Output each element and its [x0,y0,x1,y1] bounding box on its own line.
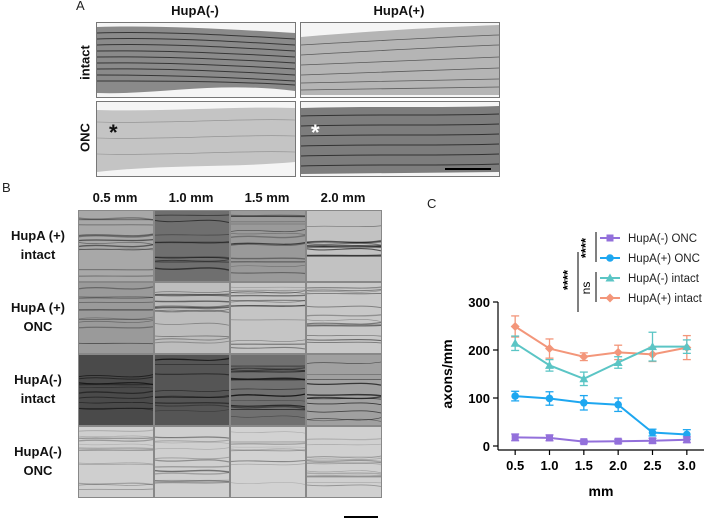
y-tick-label: 300 [468,295,490,310]
panel-c-label: C [427,196,437,211]
x-tick-label: 2.0 [609,458,627,473]
micrograph-hupa-plus-onc: * [300,101,500,177]
data-point [579,374,589,383]
data-point [546,434,553,442]
row-line-2: intact [20,391,56,406]
micrograph-tile [230,210,306,282]
y-tick-label: 200 [468,343,490,358]
micrograph-tile [306,210,382,282]
micrograph-tile [78,354,154,426]
legend-entry: HupA(-) intact [628,273,700,285]
panel-b-col-1-5: 1.5 mm [244,190,290,205]
micrograph-tile [154,354,230,426]
data-point [545,394,554,403]
micrograph-hupa-minus-intact [96,22,296,98]
panel-b-row-hupa-plus-intact: HupA (+) intact [0,226,76,264]
row-line-2: intact [20,247,56,262]
data-point [648,428,657,437]
micrograph-tile [154,426,230,498]
legend-entry: HupA(-) ONC [628,233,697,245]
data-point [579,352,589,362]
x-tick-label: 3.0 [678,458,696,473]
data-point [511,392,519,400]
legend-marker [606,254,614,262]
series-line [515,436,687,443]
significance-ns: ns [579,282,593,295]
micrograph-tile [306,354,382,426]
panel-b-col-0-5: 0.5 mm [92,190,138,205]
legend-marker [605,293,615,303]
data-point [511,433,519,441]
micrograph-tile [154,210,230,282]
axons-per-mm-line-chart: 0 100 200 300 0.5 1.0 1.5 2.0 2.5 3.0 axons/mm mm Hu… [439,232,704,499]
data-point [580,438,588,446]
panel-a-col-hupa-minus: HupA(-) [171,3,219,18]
panel-a-label: A [76,0,85,13]
row-line-1: HupA(-) [14,372,62,387]
panel-b-col-1-0: 1.0 mm [168,190,214,205]
panel-a-row-intact: intact [77,45,93,80]
row-line-2: ONC [23,319,53,334]
panel-a-row-onc: ONC [77,123,93,152]
y-tick-label: 0 [483,439,490,454]
micrograph-tile [230,426,306,498]
panel-b-row-hupa-minus-onc: HupA(-) ONC [0,442,76,480]
x-tick-label: 1.5 [575,458,593,473]
data-point [545,344,554,354]
legend-marker [605,273,615,282]
crush-site-marker: * [109,120,118,145]
micrograph-tile [78,210,154,282]
panel-b-row-hupa-minus-intact: HupA(-) intact [0,370,76,408]
scale-bar [445,168,491,170]
data-point [614,437,622,445]
x-tick-label: 0.5 [506,458,524,473]
micrograph-tile [78,426,154,498]
x-tick-label: 2.5 [643,458,661,473]
panel-a-col-hupa-plus: HupA(+) [373,3,425,18]
panel-b-row-hupa-plus-onc: HupA (+) ONC [0,298,76,336]
data-point [613,357,623,366]
series-line [514,325,688,358]
data-point [649,437,656,445]
data-point [683,436,691,444]
data-point [545,360,554,369]
series-line [515,395,687,436]
data-point [510,321,520,331]
panel-b-label: B [2,180,11,195]
row-line-1: HupA (+) [10,300,66,315]
micrograph-tile [154,282,230,354]
micrograph-hupa-plus-intact [300,22,500,98]
micrograph-tile [230,282,306,354]
micrograph-tile [306,426,382,498]
series-line [514,342,687,380]
data-point [648,342,657,351]
panel-b-col-2-0: 2.0 mm [320,190,366,205]
significance-stars: **** [578,237,593,258]
legend-marker [606,234,614,242]
data-point [682,342,692,351]
scale-bar [344,516,378,518]
row-line-1: HupA(-) [14,444,62,459]
x-axis-label: mm [589,483,614,499]
legend-entry: HupA(+) ONC [628,253,700,265]
micrograph-tile [78,282,154,354]
micrograph-hupa-minus-onc: * [96,101,296,177]
row-line-2: ONC [23,463,53,478]
y-tick-label: 100 [468,391,490,406]
data-point [510,338,520,347]
data-point [613,347,623,357]
significance-stars: **** [560,269,575,290]
data-point [580,399,588,407]
crush-site-marker: * [311,120,320,145]
data-point [614,400,622,409]
row-line-1: HupA (+) [10,228,66,243]
x-tick-label: 1.0 [540,458,558,473]
micrograph-tile [230,354,306,426]
y-axis-label: axons/mm [439,339,455,408]
legend-entry: HupA(+) intact [628,293,703,305]
micrograph-tile [306,282,382,354]
